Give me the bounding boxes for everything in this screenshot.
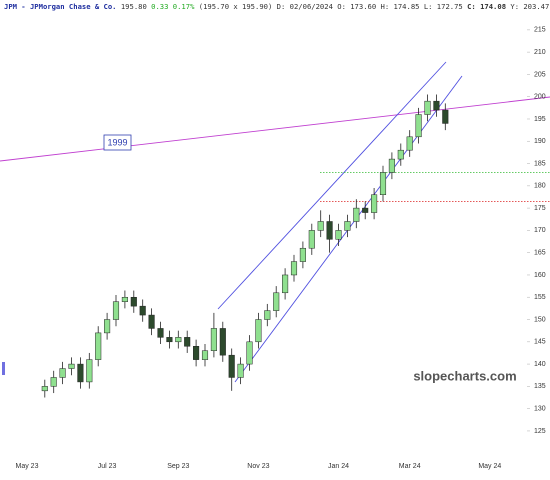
candle-body: [148, 314, 155, 329]
candle-body: [175, 337, 182, 343]
candle-body: [210, 328, 217, 351]
candle-body: [86, 359, 93, 383]
candle-body: [166, 337, 173, 343]
candle-body: [121, 296, 128, 302]
x-tick-label: Mar 24: [399, 463, 421, 470]
x-tick-label: May 24: [478, 463, 501, 470]
y-tick-label: 190: [534, 138, 546, 145]
y-tick-label: 205: [534, 71, 546, 78]
y-tick-label: 130: [534, 405, 546, 412]
candle-body: [237, 363, 244, 378]
y-tick-label: 145: [534, 339, 546, 346]
candle-body: [299, 247, 306, 262]
y-tick-label: 200: [534, 94, 546, 101]
y-tick-label: 180: [534, 183, 546, 190]
open: O: 173.60: [337, 2, 376, 11]
candle-body: [326, 221, 333, 240]
candle-body: [308, 230, 315, 249]
marker: [2, 362, 5, 375]
watermark: slopecharts.com: [413, 368, 516, 383]
y-tick-label: 125: [534, 428, 546, 435]
candle-body: [362, 207, 369, 213]
y-tick-label: 210: [534, 49, 546, 56]
candle-body: [255, 319, 262, 343]
channel-upper: [217, 61, 447, 310]
candle-body: [228, 354, 235, 378]
candle-body: [219, 328, 226, 356]
symbol: JPM - JPMorgan Chase & Co.: [4, 2, 117, 11]
change-pct: 0.17%: [173, 2, 195, 11]
year-high: Y: 203.47: [510, 2, 549, 11]
date: D: 02/06/2024: [277, 2, 333, 11]
y-tick-label: 170: [534, 227, 546, 234]
bid-ask: (195.70 x 195.90): [199, 2, 273, 11]
annotation-box: [103, 134, 132, 151]
high: H: 174.85: [381, 2, 420, 11]
candle-body: [415, 114, 422, 138]
y-tick-label: 160: [534, 272, 546, 279]
candle-body: [104, 319, 111, 334]
candle-body: [95, 332, 102, 360]
y-tick-label: 135: [534, 383, 546, 390]
y-tick-label: 175: [534, 205, 546, 212]
candle-body: [184, 337, 191, 347]
candle-body: [335, 230, 342, 240]
candle-body: [406, 136, 413, 151]
candle-body: [282, 274, 289, 294]
candle-body: [59, 368, 66, 378]
candle-body: [77, 363, 84, 383]
y-tick-label: 155: [534, 294, 546, 301]
candle-body: [264, 310, 271, 320]
header: JPM - JPMorgan Chase & Co. 195.80 0.33 0…: [4, 2, 549, 11]
candle-body: [424, 100, 431, 115]
candle-body: [41, 386, 48, 392]
change: 0.33: [151, 2, 168, 11]
y-tick-label: 195: [534, 116, 546, 123]
last: 195.80: [121, 2, 147, 11]
candle-body: [68, 363, 75, 369]
candle-body: [139, 305, 146, 316]
candle-body: [379, 172, 387, 195]
candle-body: [273, 292, 280, 311]
annotation: 1999: [107, 137, 127, 147]
candle-body: [433, 100, 440, 111]
candle-body: [442, 109, 449, 124]
y-tick-label: 150: [534, 316, 546, 323]
candle-body: [290, 261, 298, 276]
close: C: 174.08: [467, 2, 506, 11]
x-tick-label: Jan 24: [328, 463, 349, 470]
candle-body: [130, 296, 137, 307]
x-tick-label: Sep 23: [167, 463, 189, 470]
candle-body: [112, 301, 120, 320]
x-tick-label: May 23: [16, 463, 39, 470]
y-tick-label: 140: [534, 361, 546, 368]
y-tick-label: 165: [534, 250, 546, 257]
x-tick-label: Jul 23: [98, 463, 117, 470]
y-tick-label: 215: [534, 27, 546, 34]
candle-body: [317, 221, 324, 231]
candle-body: [50, 377, 57, 387]
candle-body: [201, 350, 209, 360]
candle-body: [246, 341, 253, 365]
y-tick-label: 185: [534, 160, 546, 167]
candle-body: [353, 207, 360, 222]
candle-body: [388, 158, 395, 173]
candle-body: [344, 221, 351, 231]
candle-body: [397, 149, 404, 160]
candle-body: [371, 194, 378, 213]
x-tick-label: Nov 23: [247, 463, 269, 470]
candle-body: [157, 328, 164, 338]
low: L: 172.75: [424, 2, 463, 11]
trend-line: [0, 96, 550, 162]
candle-body: [193, 346, 200, 360]
